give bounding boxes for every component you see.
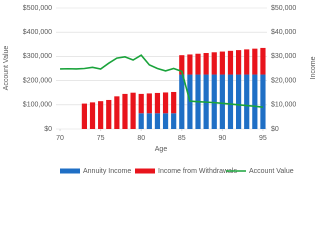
chart: Account Value Income Age $0 $100,000 $200,… (3, 5, 317, 175)
x-tick-label: 75 (97, 135, 105, 142)
bar (89, 102, 96, 129)
x-tick-label: 80 (137, 135, 145, 142)
bar (211, 52, 217, 75)
bar (171, 91, 177, 114)
bar (227, 50, 234, 75)
bar (154, 92, 161, 114)
x-tick-label: 90 (218, 135, 226, 142)
y-tick-label: $300,000 (23, 53, 52, 60)
legend-label: Annuity Income (83, 168, 131, 175)
bar (219, 74, 225, 129)
bar (154, 113, 161, 129)
bar (130, 92, 136, 129)
bar (260, 47, 266, 75)
y2-tick-label: $50,000 (271, 5, 296, 12)
bar (171, 113, 177, 129)
x-tick-label: 70 (56, 135, 64, 142)
legend-swatch (135, 168, 155, 174)
bar (106, 99, 112, 129)
bar (260, 74, 266, 129)
line (60, 54, 264, 109)
y-tick-label: $200,000 (23, 77, 52, 84)
bar (179, 55, 185, 75)
bar (146, 113, 152, 129)
bar (179, 74, 185, 129)
bar (81, 103, 88, 129)
y-tick-label: $100,000 (23, 102, 52, 109)
bar (211, 74, 217, 129)
legend-label: Account Value (249, 168, 294, 175)
bar (252, 48, 258, 75)
y2-tick-label: $30,000 (271, 53, 296, 60)
bar (162, 113, 169, 129)
bar (219, 51, 225, 75)
y-tick-label: $500,000 (23, 5, 52, 12)
bar (146, 93, 152, 114)
bar (122, 93, 128, 129)
bar (235, 50, 242, 75)
bar (227, 74, 234, 129)
y2-tick-label: $20,000 (271, 77, 296, 84)
y2-tick-label: $0 (271, 126, 279, 133)
y-tick-label: $400,000 (23, 29, 52, 36)
y2-tick-label: $40,000 (271, 29, 296, 36)
bar (187, 54, 193, 75)
x-axis-title: Age (155, 146, 168, 153)
bar (114, 96, 120, 129)
y-axis-title: Account Value (3, 46, 10, 91)
x-tick-label: 95 (259, 135, 267, 142)
bar (244, 49, 250, 75)
y2-tick-label: $10,000 (271, 102, 296, 109)
legend-label: Income from Withdrawals (158, 168, 237, 175)
bar (252, 74, 258, 129)
bar (235, 74, 242, 129)
bar (244, 74, 250, 129)
y-tick-label: $0 (44, 126, 52, 133)
bar (203, 53, 209, 75)
bar (98, 101, 104, 129)
bar (138, 93, 144, 114)
bar (162, 92, 169, 114)
bar (138, 113, 144, 129)
bar (195, 53, 201, 75)
x-tick-label: 85 (178, 135, 186, 142)
y2-axis-title: Income (310, 56, 317, 79)
legend-swatch (60, 168, 80, 174)
